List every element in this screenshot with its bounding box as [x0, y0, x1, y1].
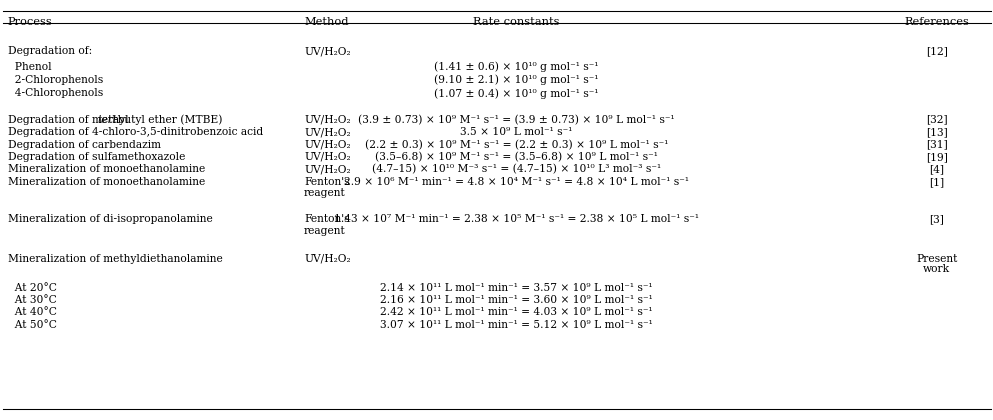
Text: Degradation of sulfamethoxazole: Degradation of sulfamethoxazole: [8, 152, 185, 162]
Text: (1.41 ± 0.6) × 10¹⁰ g mol⁻¹ s⁻¹: (1.41 ± 0.6) × 10¹⁰ g mol⁻¹ s⁻¹: [434, 62, 599, 72]
Text: [3]: [3]: [928, 214, 943, 224]
Text: UV/H₂O₂: UV/H₂O₂: [304, 139, 351, 150]
Text: Fenton's: Fenton's: [304, 214, 350, 224]
Text: Mineralization of monoethanolamine: Mineralization of monoethanolamine: [8, 177, 205, 187]
Text: Degradation of methyl: Degradation of methyl: [8, 115, 131, 125]
Text: UV/H₂O₂: UV/H₂O₂: [304, 127, 351, 137]
Text: At 50°C: At 50°C: [8, 320, 57, 330]
Text: [19]: [19]: [925, 152, 947, 162]
Text: (2.2 ± 0.3) × 10⁹ M⁻¹ s⁻¹ = (2.2 ± 0.3) × 10⁹ L mol⁻¹ s⁻¹: (2.2 ± 0.3) × 10⁹ M⁻¹ s⁻¹ = (2.2 ± 0.3) …: [364, 139, 668, 150]
Text: tert: tert: [97, 115, 117, 125]
Text: work: work: [922, 264, 949, 274]
Text: Degradation of 4-chloro-3,5-dinitrobenzoic acid: Degradation of 4-chloro-3,5-dinitrobenzo…: [8, 127, 263, 137]
Text: UV/H₂O₂: UV/H₂O₂: [304, 152, 351, 162]
Text: Method: Method: [304, 17, 349, 27]
Text: (1.07 ± 0.4) × 10¹⁰ g mol⁻¹ s⁻¹: (1.07 ± 0.4) × 10¹⁰ g mol⁻¹ s⁻¹: [434, 88, 599, 99]
Text: (3.5–6.8) × 10⁹ M⁻¹ s⁻¹ = (3.5–6.8) × 10⁹ L mol⁻¹ s⁻¹: (3.5–6.8) × 10⁹ M⁻¹ s⁻¹ = (3.5–6.8) × 10…: [375, 152, 657, 162]
Text: Fenton's: Fenton's: [304, 177, 350, 187]
Text: 3.07 × 10¹¹ L mol⁻¹ min⁻¹ = 5.12 × 10⁹ L mol⁻¹ s⁻¹: 3.07 × 10¹¹ L mol⁻¹ min⁻¹ = 5.12 × 10⁹ L…: [380, 320, 652, 330]
Text: Mineralization of monoethanolamine: Mineralization of monoethanolamine: [8, 164, 205, 174]
Text: Degradation of carbendazim: Degradation of carbendazim: [8, 139, 161, 150]
Text: [4]: [4]: [928, 164, 943, 174]
Text: [13]: [13]: [925, 127, 947, 137]
Text: Degradation of:: Degradation of:: [8, 46, 91, 56]
Text: 2.16 × 10¹¹ L mol⁻¹ min⁻¹ = 3.60 × 10⁹ L mol⁻¹ s⁻¹: 2.16 × 10¹¹ L mol⁻¹ min⁻¹ = 3.60 × 10⁹ L…: [380, 295, 652, 305]
Text: Mineralization of di-isopropanolamine: Mineralization of di-isopropanolamine: [8, 214, 213, 224]
Text: [12]: [12]: [925, 46, 947, 56]
Text: Mineralization of methyldiethanolamine: Mineralization of methyldiethanolamine: [8, 254, 222, 263]
Text: 4-Chlorophenols: 4-Chlorophenols: [8, 88, 103, 98]
Text: UV/H₂O₂: UV/H₂O₂: [304, 254, 351, 263]
Text: 2.9 × 10⁶ M⁻¹ min⁻¹ = 4.8 × 10⁴ M⁻¹ s⁻¹ = 4.8 × 10⁴ L mol⁻¹ s⁻¹: 2.9 × 10⁶ M⁻¹ min⁻¹ = 4.8 × 10⁴ M⁻¹ s⁻¹ …: [344, 177, 689, 187]
Text: reagent: reagent: [304, 226, 346, 236]
Text: At 20°C: At 20°C: [8, 283, 57, 293]
Text: 3.5 × 10⁹ L mol⁻¹ s⁻¹: 3.5 × 10⁹ L mol⁻¹ s⁻¹: [460, 127, 572, 137]
Text: At 30°C: At 30°C: [8, 295, 57, 305]
Text: Phenol: Phenol: [8, 62, 52, 71]
Text: 2.42 × 10¹¹ L mol⁻¹ min⁻¹ = 4.03 × 10⁹ L mol⁻¹ s⁻¹: 2.42 × 10¹¹ L mol⁻¹ min⁻¹ = 4.03 × 10⁹ L…: [380, 307, 652, 318]
Text: UV/H₂O₂: UV/H₂O₂: [304, 164, 351, 174]
Text: -butyl ether (MTBE): -butyl ether (MTBE): [114, 115, 222, 125]
Text: [1]: [1]: [928, 177, 943, 187]
Text: At 40°C: At 40°C: [8, 307, 57, 318]
Text: (4.7–15) × 10¹⁰ M⁻³ s⁻¹ = (4.7–15) × 10¹⁰ L³ mol⁻³ s⁻¹: (4.7–15) × 10¹⁰ M⁻³ s⁻¹ = (4.7–15) × 10¹…: [371, 164, 660, 175]
Text: 2.14 × 10¹¹ L mol⁻¹ min⁻¹ = 3.57 × 10⁹ L mol⁻¹ s⁻¹: 2.14 × 10¹¹ L mol⁻¹ min⁻¹ = 3.57 × 10⁹ L…: [380, 283, 652, 293]
Text: (9.10 ± 2.1) × 10¹⁰ g mol⁻¹ s⁻¹: (9.10 ± 2.1) × 10¹⁰ g mol⁻¹ s⁻¹: [434, 75, 599, 85]
Text: UV/H₂O₂: UV/H₂O₂: [304, 115, 351, 125]
Text: [32]: [32]: [925, 115, 946, 125]
Text: References: References: [904, 17, 968, 27]
Text: UV/H₂O₂: UV/H₂O₂: [304, 46, 351, 56]
Text: 1.43 × 10⁷ M⁻¹ min⁻¹ = 2.38 × 10⁵ M⁻¹ s⁻¹ = 2.38 × 10⁵ L mol⁻¹ s⁻¹: 1.43 × 10⁷ M⁻¹ min⁻¹ = 2.38 × 10⁵ M⁻¹ s⁻…: [334, 214, 699, 224]
Text: Present: Present: [916, 254, 956, 263]
Text: reagent: reagent: [304, 188, 346, 198]
Text: (3.9 ± 0.73) × 10⁹ M⁻¹ s⁻¹ = (3.9 ± 0.73) × 10⁹ L mol⁻¹ s⁻¹: (3.9 ± 0.73) × 10⁹ M⁻¹ s⁻¹ = (3.9 ± 0.73…: [358, 115, 674, 125]
Text: Process: Process: [8, 17, 53, 27]
Text: 2-Chlorophenols: 2-Chlorophenols: [8, 75, 103, 85]
Text: [31]: [31]: [925, 139, 947, 150]
Text: Rate constants: Rate constants: [473, 17, 559, 27]
